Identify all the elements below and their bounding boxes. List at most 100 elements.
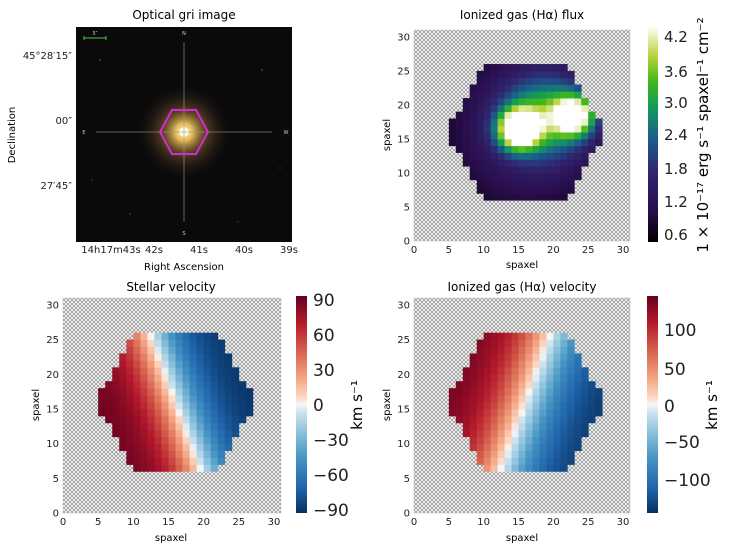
gas-spaxel [567,436,575,445]
stellar-spaxel [154,367,162,375]
flux-spaxel [504,70,512,79]
flux-spaxel [532,111,540,119]
flux-spaxel [525,145,533,153]
stellar-spaxel [140,339,148,347]
gas-spaxel [532,374,540,382]
stellar-spaxel [231,395,240,403]
flux-spaxel [553,70,561,79]
stellar-spaxel [126,408,134,417]
gas-spaxel [539,332,547,341]
gas-spaxel [483,367,492,375]
flux-spaxel [567,138,575,147]
flux-spaxel [518,91,526,99]
flux-spaxel [483,166,492,174]
flux-colorbar [648,26,658,242]
flux-spaxel [525,77,533,85]
flux-spaxel [518,179,526,187]
gas-spaxel [539,422,547,431]
stellar-spaxel [245,395,254,403]
flux-spaxel [490,125,499,133]
compass-n: N [182,31,186,37]
flux-cbar-tick: 3.6 [664,63,688,81]
flux-spaxel [532,172,540,181]
stellar-spaxel [196,457,205,465]
stellar-spaxel [196,422,205,431]
stellar-spaxel [147,339,155,347]
stellar-spaxel [147,429,155,438]
gas-spaxel [511,450,519,458]
stellar-spaxel [196,450,205,458]
gas-spaxel [581,402,589,410]
gas-spaxel [546,402,554,410]
stellar-spaxel [210,346,219,354]
gas-spaxel [595,402,603,410]
stellar-spaxel [154,415,162,424]
stellar-spaxel [203,464,212,472]
gas-spaxel [539,402,547,410]
stellar-spaxel [175,422,183,431]
stellar-spaxel [126,374,134,382]
stellar-spaxel [231,408,240,417]
stellar-panel: Stellar velocity 0 5 10 15 20 25 30 0 5 10 15 20 25… [31,280,366,544]
flux-spaxel [525,118,533,126]
gas-spaxel [518,346,526,354]
gas-spaxel [469,388,478,396]
flux-spaxel [525,159,533,167]
gas-spaxel [511,415,519,424]
stellar-spaxel [161,374,169,382]
stellar-cbar-tick: 30 [313,361,335,381]
stellar-spaxel [203,408,212,417]
gas-spaxel [553,464,561,472]
gas-spaxel [504,332,512,341]
stellar-spaxel [168,457,176,465]
stellar-spaxel [224,381,233,389]
flux-spaxel [469,159,478,167]
flux-spaxel [476,166,485,174]
flux-spaxel [462,159,471,167]
gas-spaxel [546,457,554,465]
flux-spaxel [476,70,485,79]
flux-spaxel [532,152,540,160]
flux-spaxel [469,98,478,106]
gas-spaxel [546,450,554,458]
stellar-spaxel [112,388,120,396]
flux-cbar-tick: 0.6 [664,226,688,244]
gas-spaxel [546,436,554,445]
gas-spaxel [532,415,540,424]
flux-spaxel [539,159,547,167]
stellar-spaxel [189,374,198,382]
flux-spaxel [567,132,575,140]
optical-ylabel: Declination [7,107,18,164]
stellar-spaxel [105,408,113,417]
stellar-spaxel [147,360,155,368]
gas-spaxel [574,395,582,403]
gas-spaxel [553,332,561,341]
flux-spaxel [532,132,540,140]
gas-spaxel [497,415,505,424]
flux-spaxel [469,172,478,181]
gas-ytick: 0 [404,509,410,520]
stellar-spaxel [119,381,127,389]
stellar-spaxel [175,415,183,424]
flux-ytick: 20 [397,100,410,111]
flux-spaxel [581,145,589,153]
flux-spaxel [581,118,589,126]
stellar-spaxel [217,415,226,424]
stellar-spaxel [224,367,233,375]
gas-spaxel [546,339,554,347]
flux-spaxel [567,98,575,106]
stellar-spaxel [119,436,127,445]
stellar-spaxel [189,422,198,431]
gas-spaxel [490,339,499,347]
gas-spaxel [525,402,533,410]
stellar-spaxel [203,436,212,445]
flux-spaxel [574,118,582,126]
stellar-spaxel [140,415,148,424]
stellar-spaxel [203,429,212,438]
flux-spaxel [539,193,547,201]
stellar-spaxel [182,443,190,451]
flux-spaxel [567,91,575,99]
flux-spaxel [504,193,512,201]
flux-spaxel [588,145,596,153]
stellar-spaxel [196,429,205,438]
